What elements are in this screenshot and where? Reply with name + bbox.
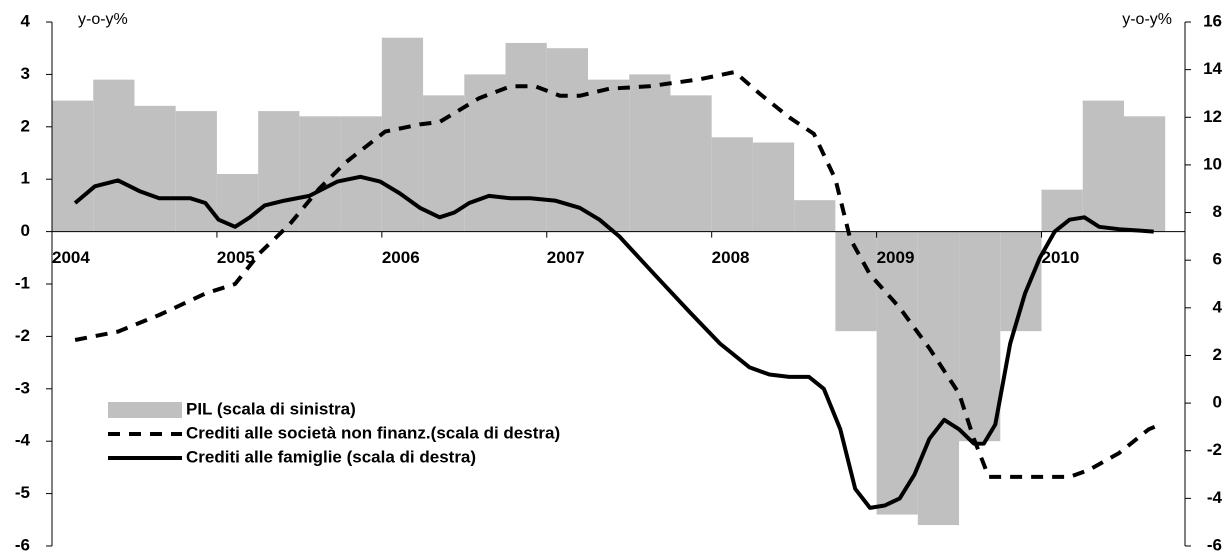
bar	[93, 79, 135, 232]
x-tick-label: 2004	[52, 248, 90, 267]
y-tick-label: -3	[15, 378, 30, 397]
bar	[1082, 100, 1124, 232]
y2-tick-label: -2	[1207, 440, 1222, 459]
bar	[959, 231, 1001, 442]
bar	[134, 105, 176, 232]
legend-label: Crediti alle famiglie (scala di destra)	[186, 447, 476, 466]
bar	[711, 137, 753, 232]
bar	[52, 100, 94, 232]
y2-tick-label: -4	[1207, 488, 1223, 507]
legend-label: Crediti alle società non finanz.(scala d…	[186, 423, 560, 442]
bar	[505, 42, 547, 232]
x-tick-label: 2010	[1042, 248, 1080, 267]
y-axis-title: y-o-y%	[78, 11, 128, 28]
y2-tick-label: 2	[1213, 345, 1222, 364]
bar	[794, 200, 836, 232]
bar	[1000, 231, 1042, 332]
bar	[917, 231, 960, 526]
bar	[258, 111, 300, 232]
x-tick-label: 2009	[877, 248, 915, 267]
x-tick-label: 2005	[217, 248, 255, 267]
y2-tick-label: 10	[1203, 154, 1222, 173]
bar	[1123, 116, 1166, 232]
x-tick-label: 2006	[382, 248, 420, 267]
x-tick-label: 2007	[547, 248, 585, 267]
x-tick-label: 2008	[712, 248, 750, 267]
y2-tick-label: 4	[1213, 297, 1223, 316]
bar	[381, 37, 424, 232]
y-tick-label: 1	[21, 169, 30, 188]
y-tick-label: -1	[15, 273, 30, 292]
legend-swatch	[108, 402, 182, 418]
y2-tick-label: 8	[1213, 202, 1222, 221]
y-tick-label: 0	[21, 221, 30, 240]
y2-tick-label: 12	[1203, 107, 1222, 126]
bar	[752, 142, 795, 232]
y2-tick-label: 14	[1203, 59, 1222, 78]
bar	[340, 116, 382, 232]
y-tick-label: -4	[15, 431, 31, 450]
y-tick-label: 3	[21, 64, 30, 83]
y-tick-label: 4	[21, 11, 31, 30]
bar	[587, 79, 630, 232]
y-tick-label: 2	[21, 116, 30, 135]
y-tick-label: -6	[15, 535, 30, 552]
y2-tick-label: 0	[1213, 393, 1222, 412]
y2-tick-label: 16	[1203, 11, 1222, 30]
y2-tick-label: 6	[1213, 250, 1222, 269]
line	[73, 174, 1154, 510]
bar	[629, 74, 671, 232]
bar	[175, 111, 217, 232]
y-tick-label: -2	[15, 326, 30, 345]
y2-axis-title: y-o-y%	[1122, 11, 1172, 28]
bar	[464, 74, 506, 232]
legend-label: PIL (scala di sinistra)	[186, 399, 356, 418]
bar	[876, 231, 918, 515]
y2-tick-label: -6	[1207, 535, 1222, 552]
y-tick-label: -5	[15, 483, 30, 502]
bar	[670, 95, 712, 232]
